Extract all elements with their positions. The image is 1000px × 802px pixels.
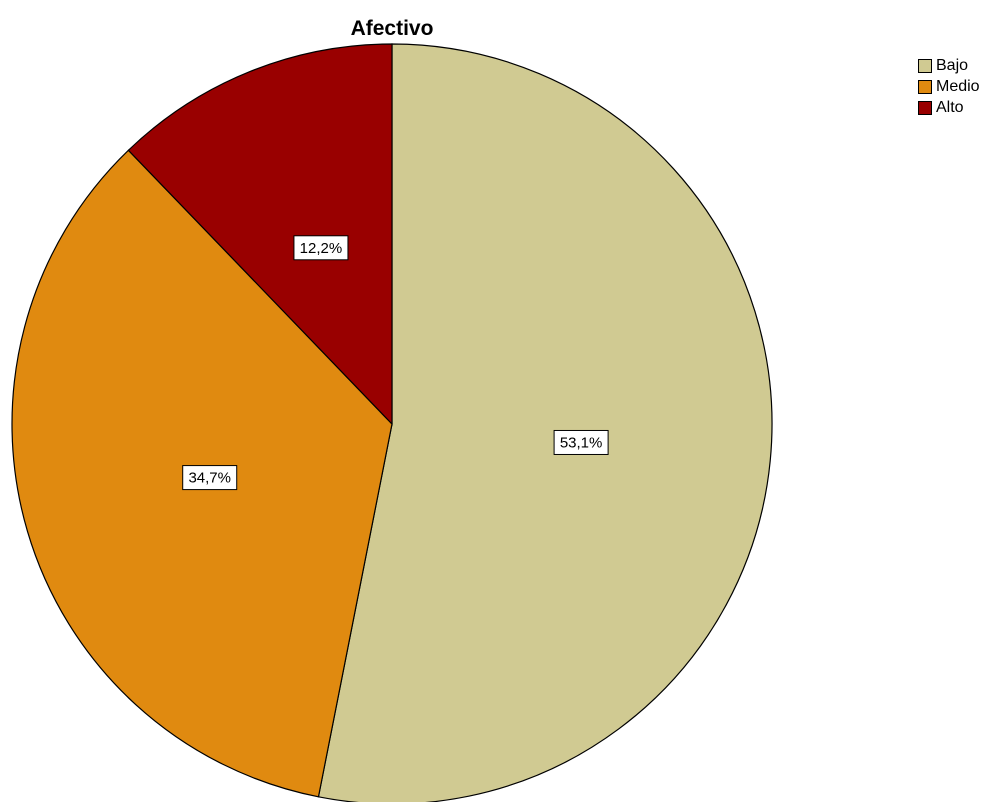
pie-slice-bajo xyxy=(317,43,773,802)
legend-label: Medio xyxy=(936,77,980,95)
data-label-bajo: 53,1% xyxy=(553,429,609,455)
legend-item-bajo: Bajo xyxy=(918,55,980,76)
legend-label: Bajo xyxy=(936,56,969,74)
data-label-medio: 34,7% xyxy=(182,465,238,491)
pie-slice-alto xyxy=(127,43,393,426)
legend-item-medio: Medio xyxy=(918,76,980,97)
legend: Bajo Medio Alto xyxy=(918,55,980,118)
chart-title: Afectivo xyxy=(350,17,434,40)
legend-swatch xyxy=(918,58,932,73)
legend-label: Alto xyxy=(936,98,964,116)
svg-text:34,7%: 34,7% xyxy=(188,470,231,487)
legend-item-alto: Alto xyxy=(918,97,980,118)
svg-text:53,1%: 53,1% xyxy=(560,434,603,451)
svg-text:12,2%: 12,2% xyxy=(300,240,343,257)
data-label-alto: 12,2% xyxy=(293,235,349,261)
legend-swatch xyxy=(918,100,932,115)
legend-swatch xyxy=(918,79,932,94)
